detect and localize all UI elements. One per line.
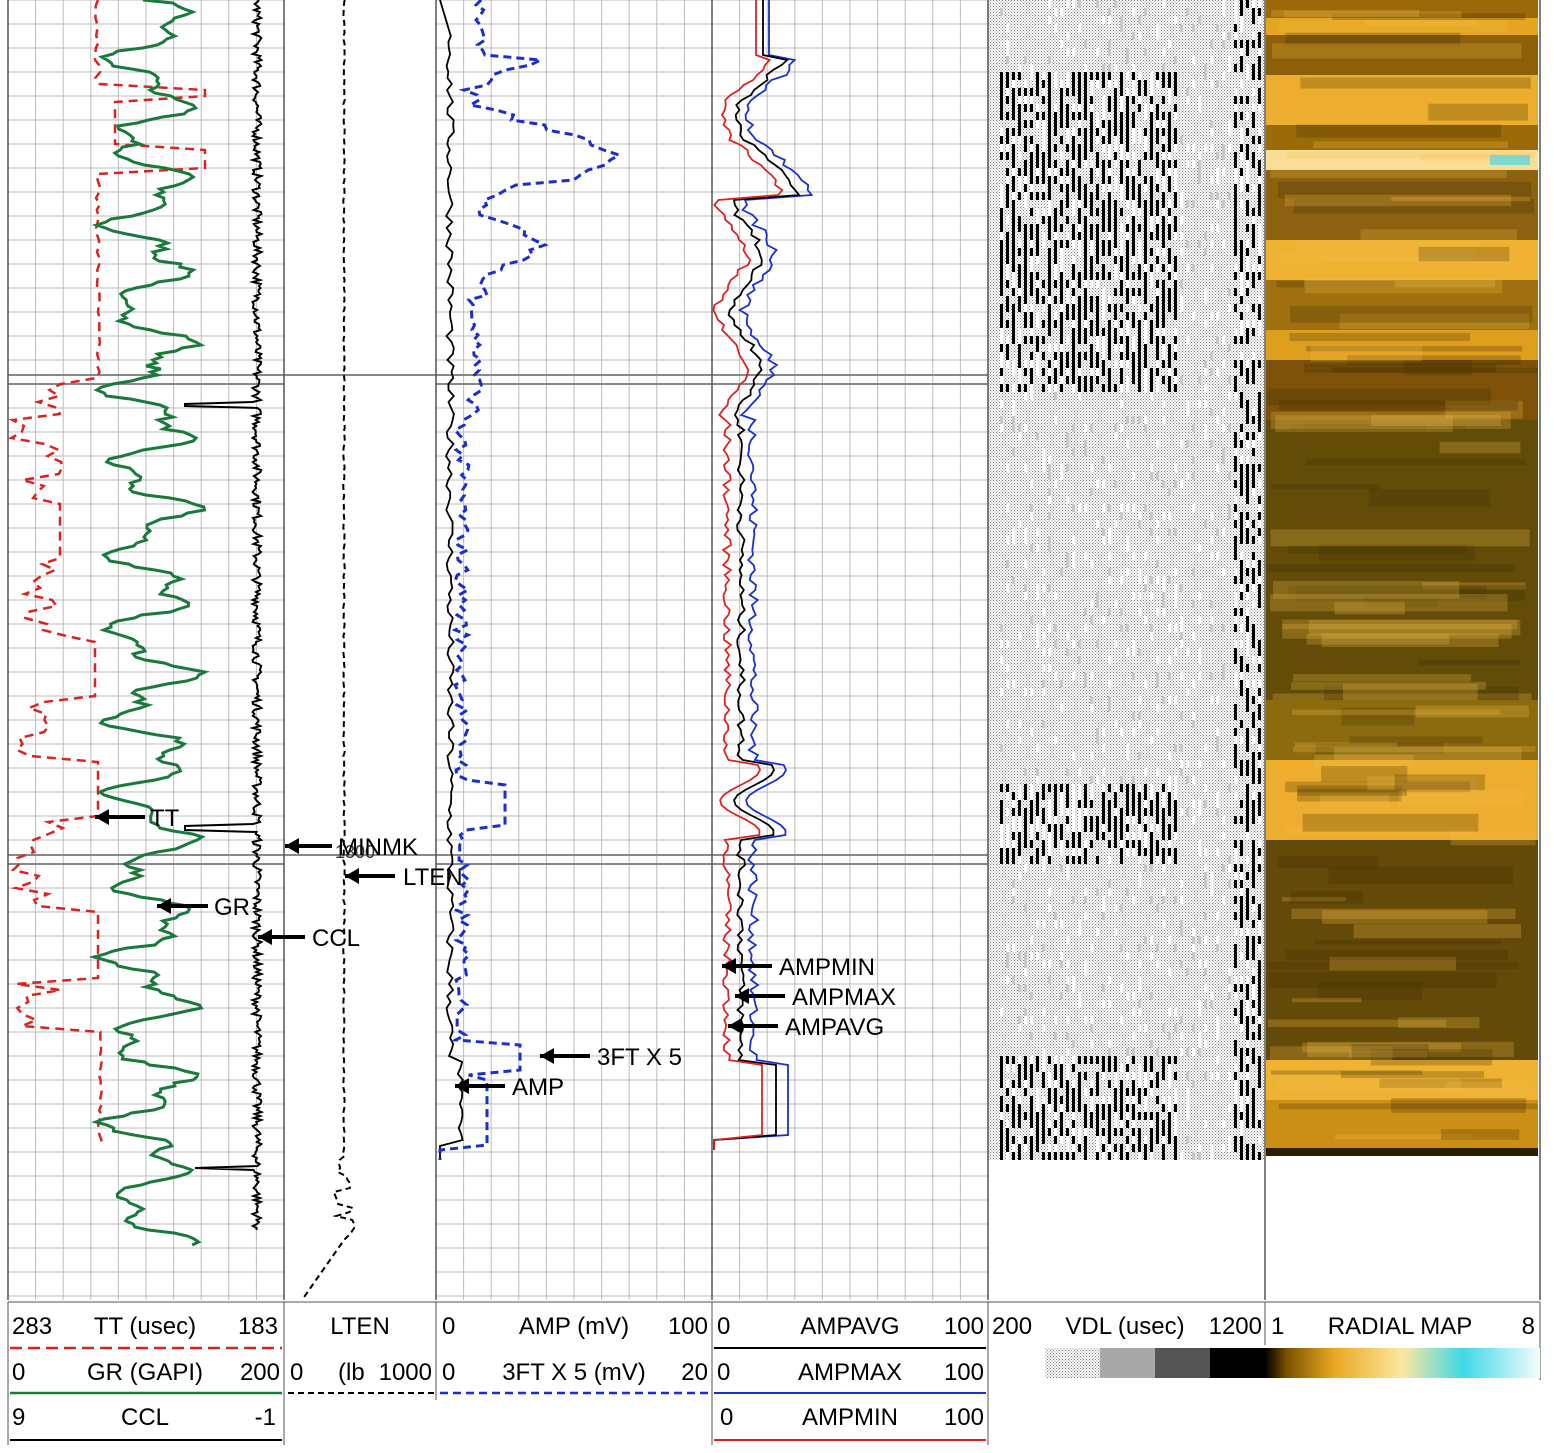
- ampmin-curve: [712, 0, 784, 1150]
- ampavg-annotation-label: AMPAVG: [785, 1014, 884, 1041]
- curve-annotations: 1300 TT GR CCL MINMK LTEN 3FT X 5 AMP AMPMIN AMP…: [95, 805, 896, 1101]
- ampmax-scale-min: 0: [717, 1359, 730, 1386]
- 3ft-scale-max: 20: [681, 1359, 708, 1386]
- minmk-annotation-label: MINMK: [338, 834, 418, 861]
- tt-annotation-label: TT: [150, 805, 180, 832]
- lten-scale-max: 1000: [379, 1359, 432, 1386]
- radial-map-track: [1266, 0, 1538, 1156]
- lten-annotation-label: LTEN: [403, 864, 463, 891]
- ampmin-annotation: AMPMIN: [722, 954, 875, 981]
- gr-scale-max: 200: [240, 1359, 280, 1386]
- amp-scale-min: 0: [442, 1313, 455, 1340]
- ampavg-annotation: AMPAVG: [728, 1014, 884, 1041]
- log-header: 283 TT (usec) 183 LTEN 0 AMP (mV) 100 0 …: [7, 1301, 1541, 1453]
- lten-annotation: LTEN: [345, 864, 463, 891]
- tt-label: TT (usec): [94, 1313, 196, 1340]
- amp-scale-max: 100: [668, 1313, 708, 1340]
- gr-scale-min: 0: [12, 1359, 25, 1386]
- ampavg-scale-min: 0: [717, 1313, 730, 1340]
- amp-label: AMP (mV): [519, 1313, 629, 1340]
- tt-scale-max: 183: [238, 1313, 278, 1340]
- ampmin-scale-max: 100: [944, 1404, 984, 1431]
- ccl-annotation-label: CCL: [312, 925, 360, 952]
- amp-annotation-label: AMP: [512, 1074, 564, 1101]
- ampmax-curve: [713, 0, 814, 1150]
- ampmax-scale-max: 100: [944, 1359, 984, 1386]
- ampmax-label: AMPMAX: [798, 1359, 902, 1386]
- ccl-curve: [184, 0, 265, 1231]
- lten-label: LTEN: [330, 1313, 390, 1340]
- lten-scale-min: 0: [290, 1359, 303, 1386]
- ampmax-annotation-label: AMPMAX: [792, 984, 896, 1011]
- tt-annotation: TT: [95, 805, 180, 832]
- ampmin-annotation-label: AMPMIN: [779, 954, 875, 981]
- ampmin-scale-min: 0: [720, 1404, 733, 1431]
- tt-scale-min: 283: [12, 1313, 52, 1340]
- gr-label: GR (GAPI): [87, 1359, 203, 1386]
- amp-curve: [439, 0, 465, 1158]
- 3ft-scale-min: 0: [442, 1359, 455, 1386]
- depth-marker: 1300: [335, 842, 375, 862]
- ampavg-curve: [713, 0, 801, 1150]
- minmk-annotation: MINMK: [285, 834, 418, 861]
- vdl-scale-max: 1200: [1209, 1313, 1262, 1340]
- radial-color-scale: [1265, 1348, 1540, 1378]
- gr-curve: [88, 0, 210, 1247]
- radial-scale-min: 1: [1271, 1313, 1284, 1340]
- radial-map-bands: [1266, 0, 1538, 1148]
- radial-scale-max: 8: [1522, 1313, 1535, 1340]
- lten-curve: [301, 0, 356, 1301]
- ccl-label: CCL: [121, 1404, 169, 1431]
- lten-unit: (lb: [338, 1359, 365, 1386]
- 3ft-x5-curve: [438, 0, 623, 1160]
- 3ft-annotation: 3FT X 5: [540, 1044, 682, 1071]
- ccl-annotation: CCL: [258, 925, 360, 952]
- radial-label: RADIAL MAP: [1328, 1313, 1472, 1340]
- vdl-label: VDL (usec): [1065, 1313, 1184, 1340]
- vdl-waveforms: [1000, 0, 1261, 1160]
- vdl-scale-bar: [1045, 1348, 1265, 1378]
- tt-curve: [7, 0, 207, 1147]
- ampavg-label: AMPAVG: [800, 1313, 899, 1340]
- ampmin-label: AMPMIN: [802, 1404, 898, 1431]
- track-borders: [7, 0, 1541, 1300]
- 3ft-annotation-label: 3FT X 5: [597, 1044, 682, 1071]
- 3ft-label: 3FT X 5 (mV): [502, 1359, 646, 1386]
- ampavg-scale-max: 100: [944, 1313, 984, 1340]
- vdl-track: [988, 0, 1264, 1160]
- ccl-scale-max: -1: [255, 1404, 276, 1431]
- amp-annotation: AMP: [455, 1074, 564, 1101]
- ccl-scale-min: 9: [12, 1404, 25, 1431]
- gr-annotation: GR: [157, 894, 250, 921]
- ampmax-annotation: AMPMAX: [735, 984, 896, 1011]
- vdl-scale-min: 200: [992, 1313, 1032, 1340]
- gr-annotation-label: GR: [214, 894, 250, 921]
